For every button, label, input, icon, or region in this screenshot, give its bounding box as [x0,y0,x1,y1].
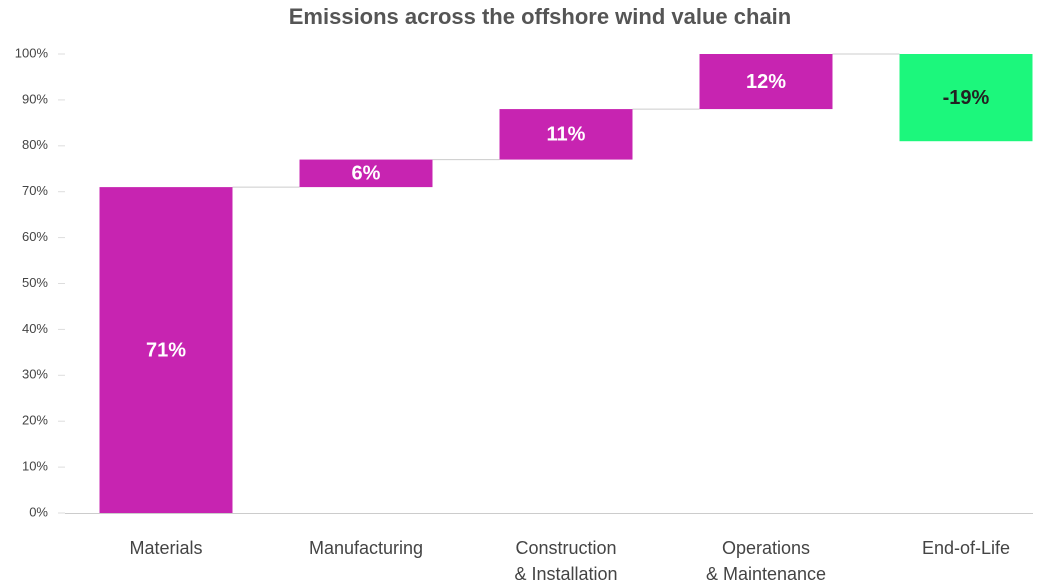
y-tick-label: 30% [22,367,48,382]
y-tick-label: 60% [22,229,48,244]
x-tick-label: End-of-Life [921,538,1011,558]
bar [699,54,833,110]
y-tick-label: 70% [22,183,48,198]
value-label: 11% [547,124,586,146]
x-tick-label: Materials [129,538,203,558]
y-tick-label: 10% [22,459,48,474]
x-tick-label: Construction & Installation [514,538,618,584]
value-label: 71% [146,339,186,361]
y-tick-label: 90% [22,91,48,106]
value-label: -19% [943,87,990,109]
x-tick-label: Operations & Maintenance [705,538,827,584]
bar [299,159,433,188]
y-tick-label: 40% [22,321,48,336]
y-tick-label: 100% [15,45,49,60]
y-tick-label: 0% [29,504,48,519]
y-tick-label: 50% [22,275,48,290]
bar [899,54,1033,142]
value-label: 12% [746,71,786,93]
bar [499,109,633,160]
chart-title: Emissions across the offshore wind value… [289,4,791,29]
bar [99,187,233,514]
x-tick-label: Manufacturing [308,538,424,558]
value-label: 6% [352,163,381,185]
y-tick-label: 80% [22,137,48,152]
y-tick-label: 20% [22,413,48,428]
